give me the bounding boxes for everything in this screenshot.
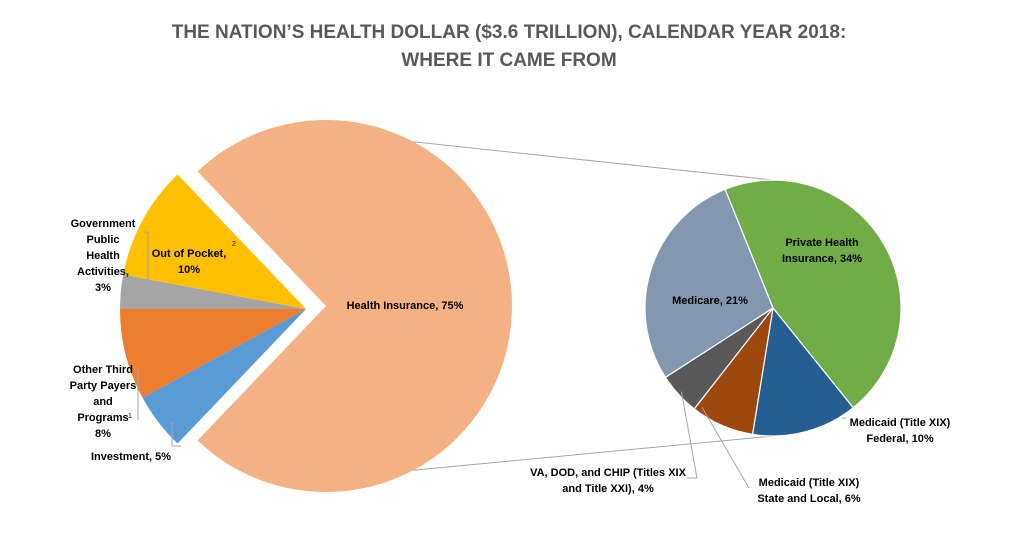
label-investment: Investment, 5% (91, 451, 171, 463)
pie-slice-out-of-pocket (123, 174, 306, 309)
footnote-out-of-pocket: 2 (232, 241, 236, 248)
label-government-public-health: Government Public Health Activities, 3% (71, 218, 136, 294)
sub-slice-private (724, 179, 902, 409)
leader-medicaid-state-local (701, 406, 750, 489)
label-health-insurance: Health Insurance, 75% (347, 300, 464, 312)
label-medicaid-state-local: Medicaid (Title XIX) State and Local, 6% (757, 477, 861, 505)
leader-lines (134, 231, 846, 489)
leader-va-dod-chip (680, 391, 698, 479)
sub-slice-medicaid-federal (751, 306, 855, 437)
connector-line-top (413, 141, 774, 181)
main-pie (120, 119, 513, 493)
footnote-other-third-party: 1 (128, 413, 132, 420)
leader-government-public-health (144, 231, 149, 285)
leader-other-third-party (134, 369, 139, 420)
pie-slice-gov-public-health (120, 274, 306, 309)
label-medicaid-federal: Medicaid (Title XIX) Federal, 10% (850, 417, 951, 445)
connector-line-bottom (413, 435, 774, 471)
pie-slice-health-insurance (197, 119, 513, 493)
label-other-third-party: Other Third Party Payers and Programs 8% (70, 364, 137, 440)
leader-investment (170, 422, 181, 447)
chart-title-line-2: WHERE IT CAME FROM (401, 50, 616, 71)
label-va-dod-chip: VA, DOD, and CHIP (Titles XIX and Title X… (530, 467, 687, 495)
sub-slice-medicare (644, 188, 774, 379)
pie-slice-other-third-party (120, 309, 306, 398)
label-out-of-pocket: Out of Pocket, 10% (152, 248, 227, 276)
pie-connector-lines (413, 141, 774, 471)
chart-title-line-1: THE NATION’S HEALTH DOLLAR ($3.6 TRILLIO… (172, 22, 847, 43)
label-private-health-insurance: Private Health Insurance, 34% (782, 237, 862, 265)
pie-slice-investment (142, 309, 306, 444)
secondary-pie (644, 179, 902, 437)
label-medicare: Medicare, 21% (672, 295, 748, 307)
slice-labels: Health Insurance, 75% Out of Pocket, 10% 2 G… (70, 218, 951, 505)
